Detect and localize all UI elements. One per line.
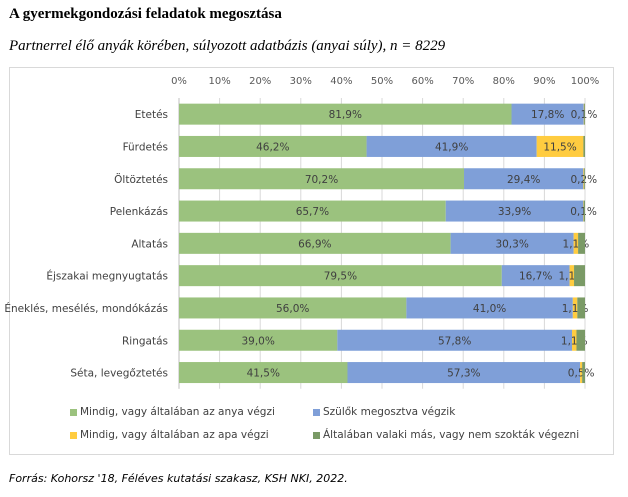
bar-segment [179,329,338,351]
chart-subtitle: Partnerrel élő anyák körében, súlyozott … [9,38,446,54]
data-label: 39,0% [241,335,274,347]
bar-segment [574,265,585,287]
x-tick-label: 40% [330,76,352,87]
data-label: 17,8% [531,109,564,121]
category-label: Altatás [131,238,168,250]
bar-segment [569,265,575,287]
legend-swatch [313,408,320,416]
category-label: Öltöztetés [114,173,168,186]
bar-segment [573,232,579,254]
bar-segment [584,103,585,125]
legend-swatch [70,408,77,416]
bar-segment [572,297,578,319]
category-label: Éjszakai megnyugtatás [46,270,168,283]
data-label: 57,3% [447,368,480,380]
legend-label: Szülők megosztva végzik [323,406,456,418]
data-label: 0,5% [568,368,595,380]
bar-segment [366,135,537,157]
bar-segment [536,135,584,157]
legend-swatch [70,431,77,439]
bar-segment [572,329,577,351]
x-tick-label: 30% [290,76,312,87]
bar-segment [580,362,583,384]
bar-segment [406,297,573,319]
data-label: 11,5% [543,141,576,153]
legend-item: Mindig, vagy általában az apa végzi [70,429,269,441]
bar-segment [582,362,585,384]
category-label: Fürdetés [123,141,168,153]
bar-segment [464,168,584,190]
bar-segment [179,297,407,319]
data-label: 57,8% [438,335,471,347]
bar-segment [179,232,451,254]
data-label: 29,4% [507,174,540,186]
bar-segment [179,265,502,287]
data-label: 41,0% [473,303,506,315]
bar-segment [583,168,585,190]
x-tick-label: 20% [249,76,271,87]
data-label: 81,9% [329,109,362,121]
bar-segment [445,200,584,222]
category-label: Ringatás [122,335,168,347]
data-label: 41,5% [247,368,280,380]
legend-swatch [313,431,320,439]
legend-item: Mindig, vagy általában az anya végzi [70,406,275,418]
x-tick-label: 60% [411,76,433,87]
bar-segment [511,103,584,125]
bar-segment [583,200,584,222]
data-label: 65,7% [296,206,329,218]
source-note: Forrás: Kohorsz '18, Féléves kutatási sz… [9,472,348,485]
category-label: Etetés [135,109,168,121]
legend-label: Mindig, vagy általában az anya végzi [80,406,275,418]
bar-segment [179,362,348,384]
bar-segment [583,103,585,125]
legend-label: Általában valaki más, vagy nem szokták v… [323,429,580,441]
data-label: 66,9% [298,238,331,250]
x-tick-label: 100% [571,76,600,87]
data-label: 41,9% [435,141,468,153]
data-label: 1,1% [563,238,590,250]
legend-item: Általában valaki más, vagy nem szokták v… [313,429,579,441]
chart-frame [9,67,614,455]
category-label: Séta, levegőztetés [70,368,168,380]
bar-segment [337,329,573,351]
data-label: 0,1% [570,206,597,218]
x-tick-label: 70% [452,76,474,87]
data-label: 16,7% [519,271,552,283]
data-label: 33,9% [498,206,531,218]
category-label: Pelenkázás [110,206,168,218]
data-label: 0,1% [571,109,598,121]
category-label: Éneklés, mesélés, mondókázás [4,302,168,315]
x-tick-label: 80% [493,76,515,87]
data-label: 30,3% [495,238,528,250]
bar-segment [583,135,585,157]
data-label: 0,2% [570,174,597,186]
data-label: 70,2% [305,174,338,186]
bar-segment [584,168,585,190]
bar-segment [179,135,367,157]
bar-segment [577,297,585,319]
bar-segment [501,265,570,287]
bar-segment [179,200,446,222]
bar-segment [583,200,585,222]
x-tick-label: 10% [208,76,230,87]
chart-title: A gyermekgondozási feladatok megosztása [9,6,282,22]
x-tick-label: 90% [533,76,555,87]
x-tick-label: 0% [171,76,187,87]
bar-segment [576,329,585,351]
bar-segment [179,103,512,125]
bar-segment [179,168,465,190]
bar-segment [347,362,581,384]
data-label: 46,2% [256,141,289,153]
data-label: 56,0% [276,303,309,315]
bar-segment [450,232,574,254]
data-label: 79,5% [324,271,357,283]
bar-segment [578,232,585,254]
legend-item: Szülők megosztva végzik [313,406,455,418]
legend-label: Mindig, vagy általában az apa végzi [80,429,269,441]
x-tick-label: 50% [371,76,393,87]
